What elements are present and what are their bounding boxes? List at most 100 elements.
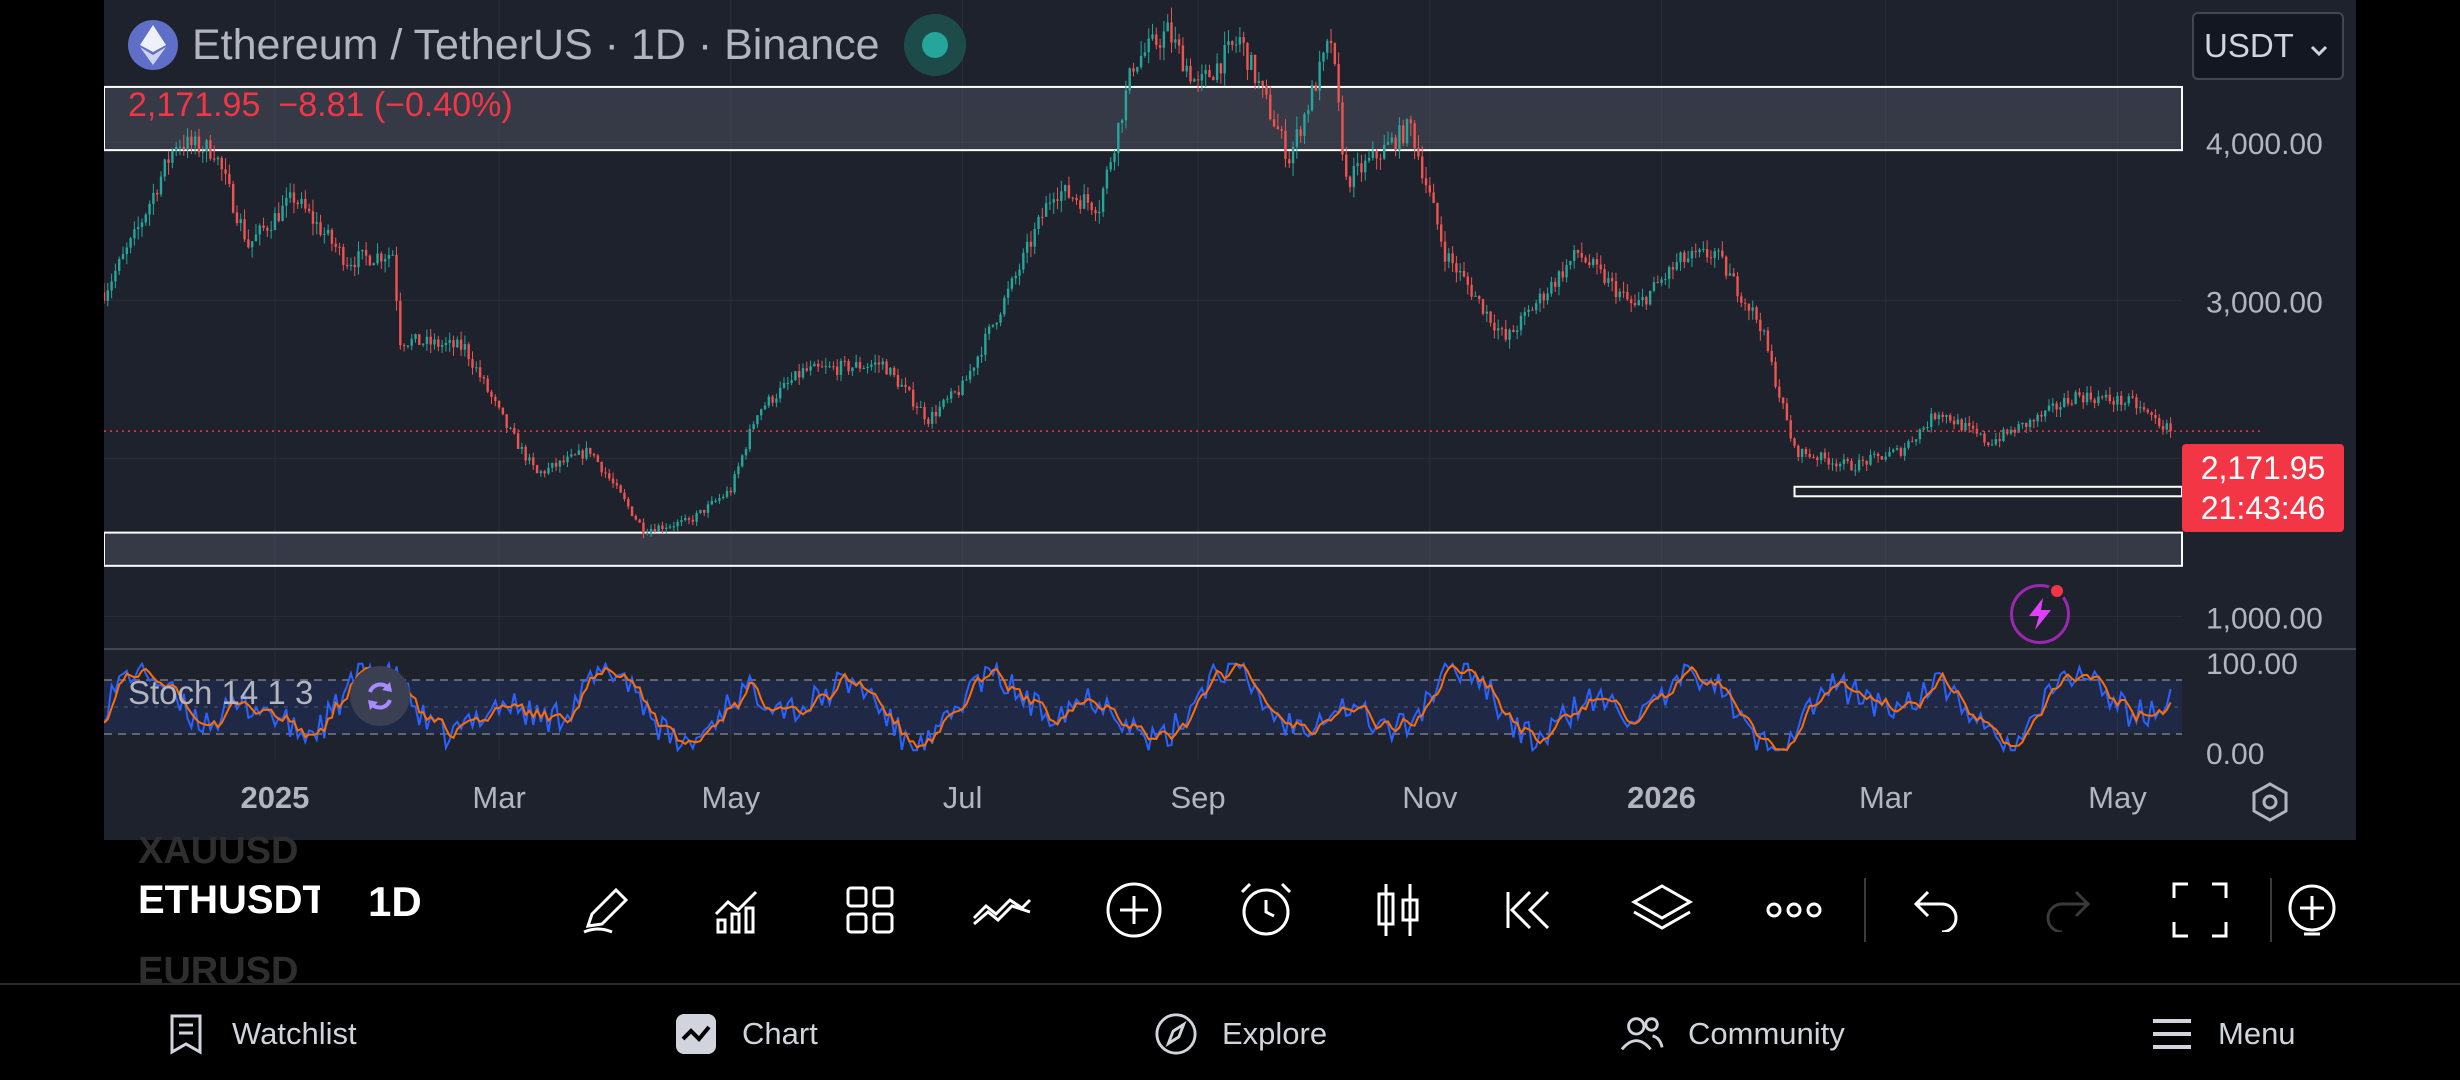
stoch-tick-label: 0.00	[2206, 738, 2264, 771]
candle	[1322, 51, 1325, 71]
candle	[148, 200, 151, 226]
currency-value: USDT	[2204, 27, 2294, 64]
quick-alert-button[interactable]	[2010, 584, 2070, 644]
fullscreen-icon[interactable]	[2134, 870, 2266, 950]
candle	[383, 253, 387, 273]
candle	[1812, 454, 1815, 459]
candle	[972, 367, 976, 377]
candle	[1485, 304, 1489, 322]
candle	[1284, 118, 1287, 168]
candle	[129, 236, 132, 254]
pencil-icon[interactable]	[540, 870, 672, 950]
community-icon	[1620, 1012, 1664, 1056]
add-alert-icon[interactable]	[2276, 870, 2366, 950]
candle	[391, 250, 394, 256]
candle	[429, 328, 432, 354]
candle	[2104, 390, 2108, 401]
replay-icon[interactable]	[1464, 870, 1596, 950]
chart-toolbar	[540, 870, 2366, 950]
candle	[2078, 388, 2081, 398]
candle	[695, 510, 698, 527]
candle	[528, 453, 531, 465]
candle-type-icon[interactable]	[1332, 870, 1464, 950]
candle	[1071, 196, 1074, 202]
candle	[596, 453, 600, 463]
candle	[699, 509, 702, 515]
market-status-icon[interactable]	[903, 14, 966, 76]
nav-explore[interactable]: Explore	[1154, 985, 1327, 1080]
currency-select[interactable]: USDT	[2192, 12, 2344, 80]
candle	[307, 203, 311, 214]
grid-icon[interactable]	[804, 870, 936, 950]
refresh-icon[interactable]	[350, 666, 410, 726]
timeframe-button[interactable]: 1D	[368, 878, 422, 925]
candle	[1918, 428, 1922, 444]
stoch-indicator-label[interactable]: Stoch 14 1 3	[128, 674, 314, 711]
plus-circle-icon[interactable]	[1068, 870, 1200, 950]
candle	[562, 455, 565, 466]
candle	[1151, 23, 1154, 41]
layers-icon[interactable]	[1596, 870, 1728, 950]
candlestick-chart[interactable]: 4,000.00 3,000.00 1,000.00 100.00 0.00 2025 M…	[104, 0, 2356, 840]
candle	[1075, 194, 1078, 205]
symbol-prev[interactable]: XAUUSD	[138, 830, 299, 872]
candle	[1937, 411, 1941, 426]
candle	[1956, 413, 1960, 425]
strategy-icon[interactable]	[936, 870, 1068, 950]
candle	[258, 223, 261, 246]
nav-watchlist[interactable]: Watchlist	[164, 985, 357, 1080]
nav-community[interactable]: Community	[1620, 985, 1845, 1080]
redo-icon[interactable]	[2002, 870, 2134, 950]
candle	[2009, 426, 2013, 436]
nav-chart[interactable]: Chart	[674, 985, 818, 1080]
candle	[1405, 118, 1409, 147]
alarm-icon[interactable]	[1200, 870, 1332, 950]
candle	[592, 452, 596, 458]
candle	[1531, 306, 1534, 311]
candle	[1352, 157, 1356, 198]
candle	[1227, 30, 1230, 54]
candle	[589, 447, 592, 458]
nav-menu[interactable]: Menu	[2150, 985, 2296, 1080]
candle	[691, 515, 695, 526]
y-tick-label: 4,000.00	[2206, 128, 2323, 161]
candle	[1842, 453, 1846, 470]
chart-settings-icon[interactable]	[2248, 780, 2292, 824]
candle	[1561, 261, 1564, 282]
candle	[1565, 259, 1568, 283]
candle	[2021, 422, 2024, 429]
candle	[193, 131, 197, 155]
candle	[604, 467, 607, 478]
candle	[832, 361, 835, 371]
candle	[1052, 192, 1055, 214]
candle	[2108, 387, 2112, 405]
candle	[987, 324, 991, 341]
candle	[1671, 261, 1675, 280]
candle	[1318, 50, 1321, 101]
candle	[399, 292, 402, 350]
candle	[760, 408, 763, 421]
candle	[406, 345, 410, 349]
candle	[1527, 305, 1530, 317]
candle	[1348, 175, 1352, 193]
candle	[117, 256, 121, 275]
candle	[144, 212, 147, 226]
indicators-icon[interactable]	[672, 870, 804, 950]
candle	[1181, 37, 1185, 72]
symbol-active[interactable]: ETHUSDT	[138, 878, 320, 922]
undo-icon[interactable]	[1870, 870, 2002, 950]
symbol-title[interactable]: Ethereum / TetherUS · 1D · Binance	[192, 20, 880, 69]
candle	[1303, 112, 1306, 144]
candle	[1432, 183, 1435, 204]
chart-panel[interactable]: 4,000.00 3,000.00 1,000.00 100.00 0.00 2025 M…	[104, 0, 2356, 840]
candle	[980, 346, 983, 364]
candle	[104, 283, 106, 304]
candle	[444, 337, 448, 352]
more-icon[interactable]	[1728, 870, 1860, 950]
candle	[1629, 295, 1633, 313]
candle	[1679, 251, 1682, 271]
candle	[1819, 451, 1823, 465]
candle	[1033, 222, 1036, 255]
last-price: 2,171.95	[128, 86, 261, 124]
candle	[1337, 52, 1340, 111]
